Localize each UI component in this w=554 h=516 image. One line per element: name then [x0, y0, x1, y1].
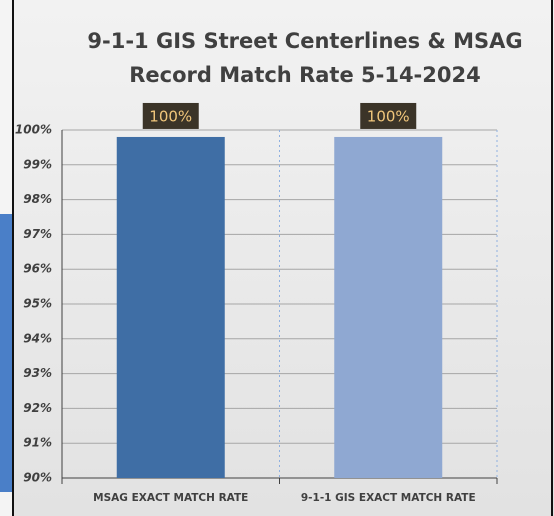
y-tick-label: 92%	[23, 401, 52, 415]
y-tick-label: 94%	[23, 331, 52, 345]
y-tick-label: 97%	[23, 227, 52, 241]
data-label: 100%	[367, 107, 410, 125]
chart-title: 9-1-1 GIS Street Centerlines & MSAG	[87, 29, 522, 53]
y-tick-label: 100%	[15, 123, 52, 137]
y-tick-label: 95%	[23, 297, 52, 311]
bar	[334, 136, 443, 478]
data-label: 100%	[149, 107, 192, 125]
x-tick-label: 9-1-1 GIS EXACT MATCH RATE	[301, 492, 476, 504]
x-tick-label: MSAG EXACT MATCH RATE	[93, 492, 248, 504]
adjacent-panel-fill	[0, 214, 12, 492]
chart-title: Record Match Rate 5-14-2024	[129, 63, 480, 87]
data-label-box	[142, 102, 199, 129]
y-tick-label: 96%	[23, 262, 52, 276]
y-tick-label: 99%	[23, 157, 52, 171]
bar	[116, 136, 225, 478]
y-tick-label: 91%	[23, 436, 52, 450]
y-tick-label: 90%	[23, 471, 52, 485]
y-tick-label: 93%	[23, 366, 52, 380]
data-label-box	[360, 102, 417, 129]
y-tick-label: 98%	[23, 192, 52, 206]
